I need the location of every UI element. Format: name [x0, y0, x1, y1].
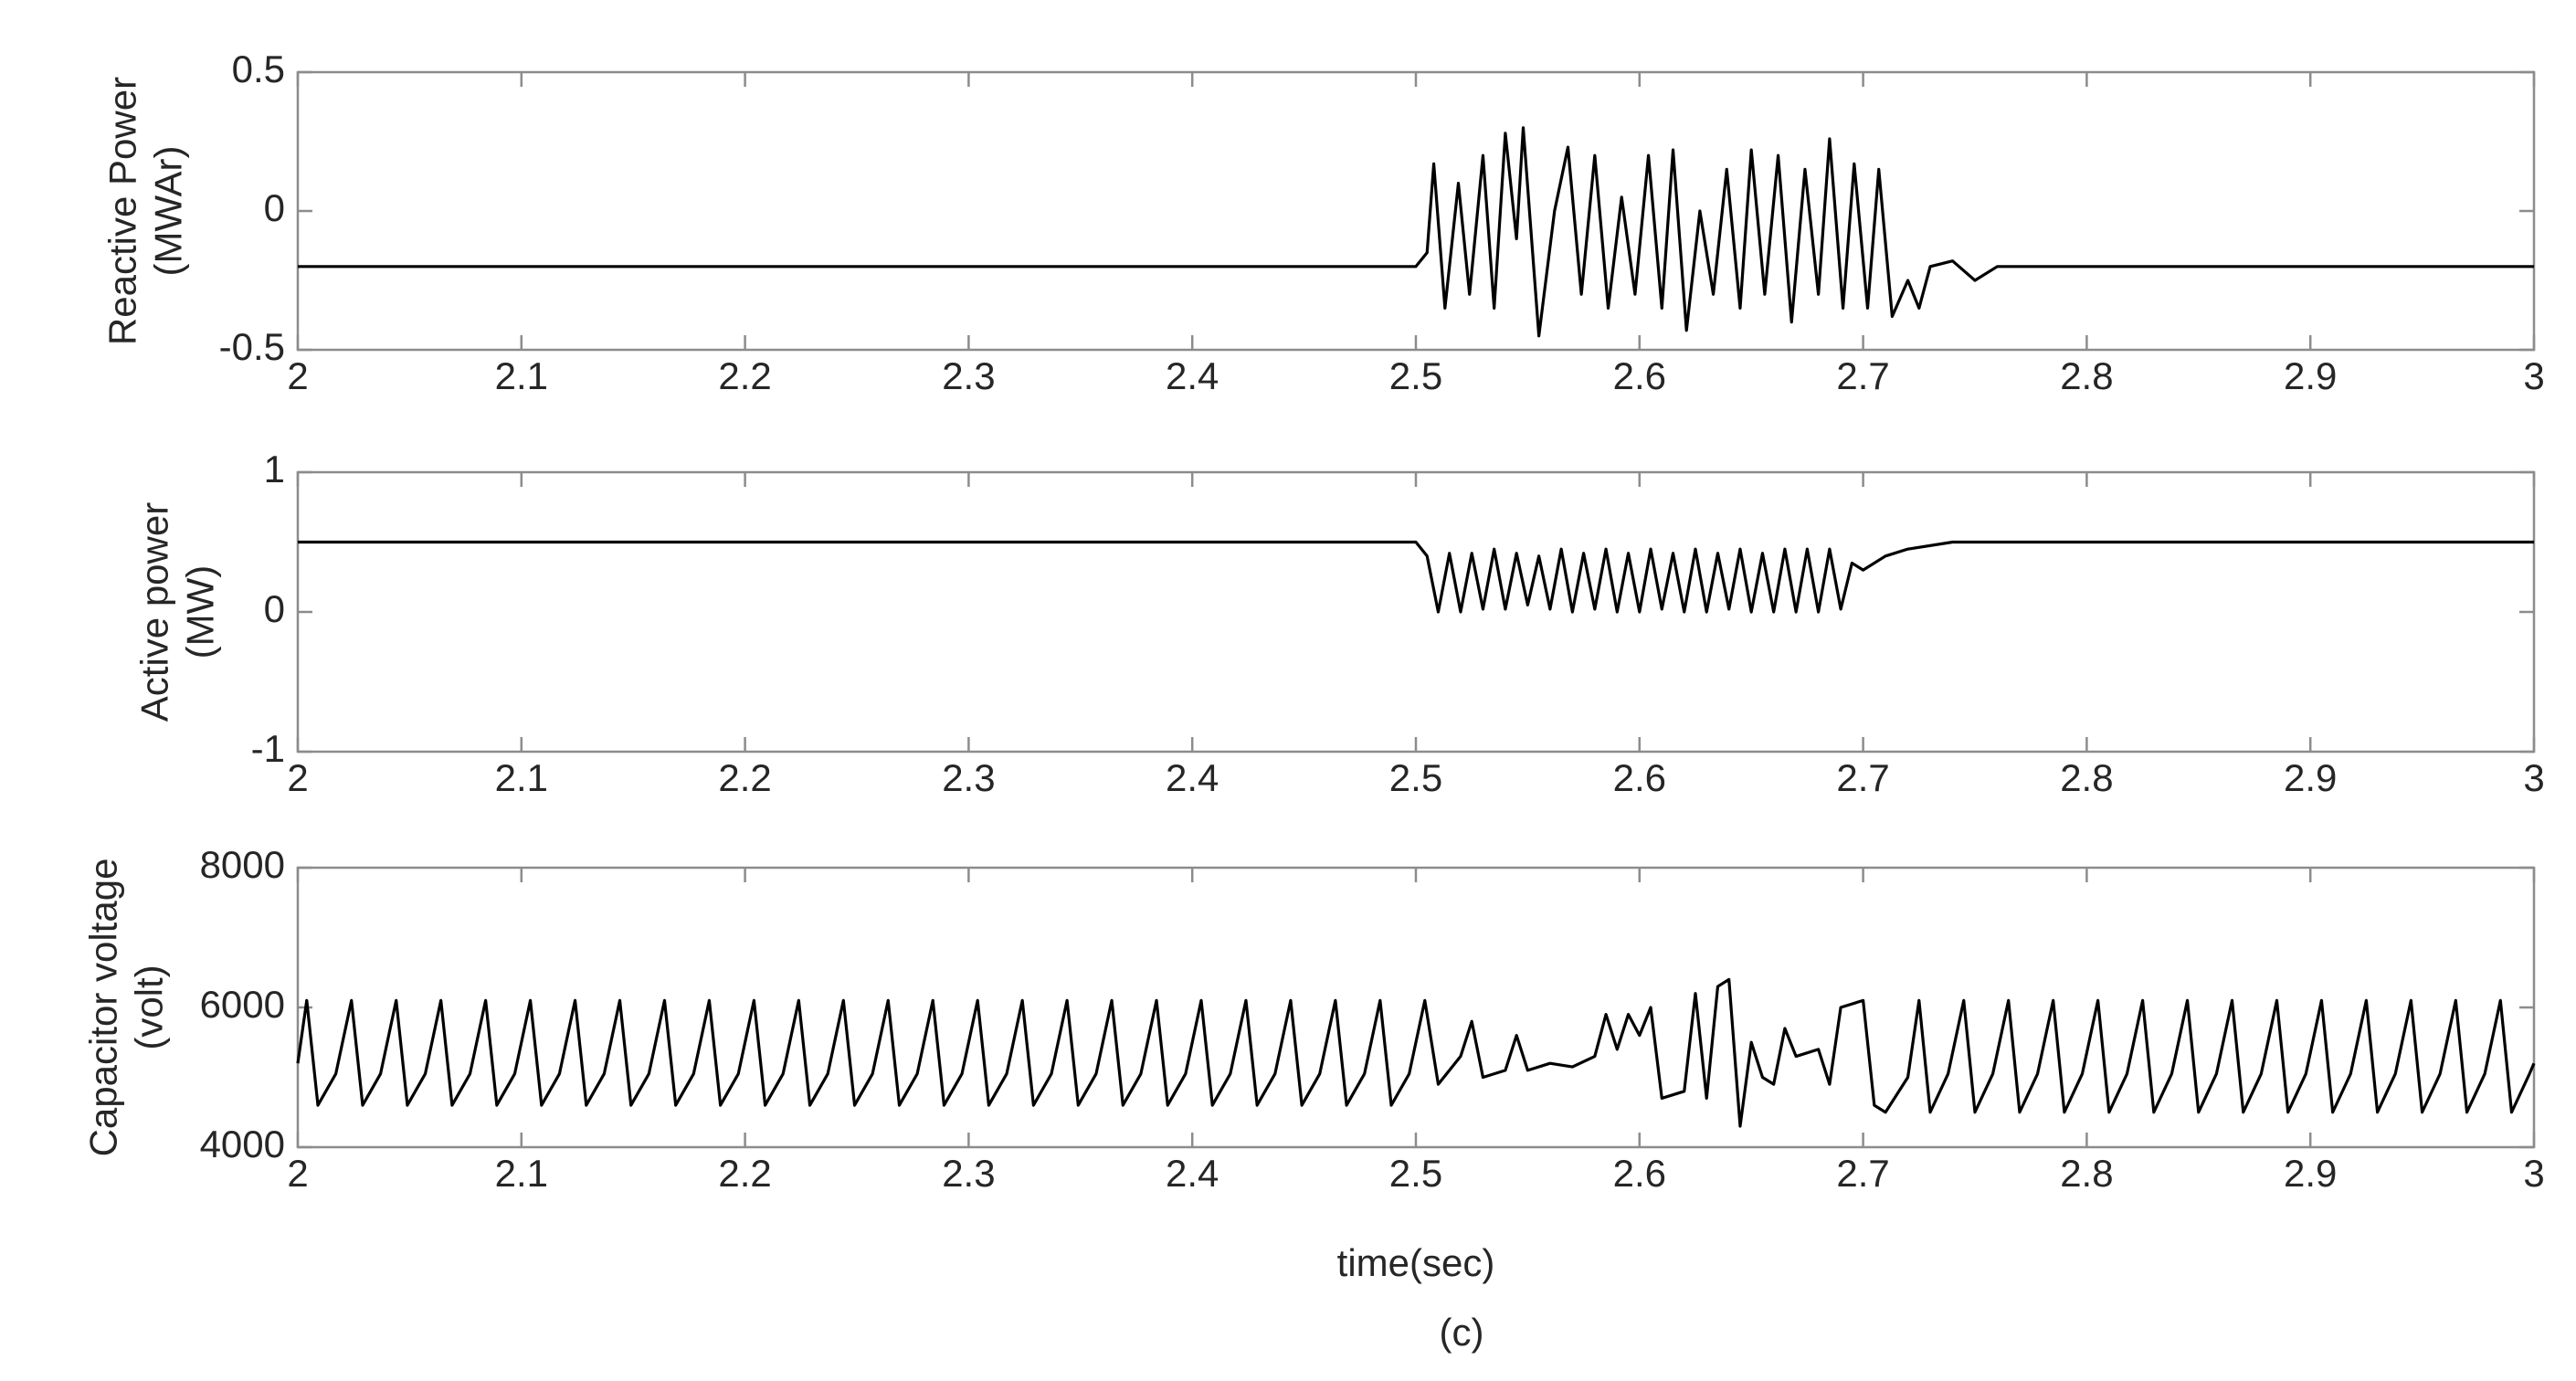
- x-tick-label: 2.1: [495, 354, 548, 397]
- x-tick-label: 2.2: [718, 354, 771, 397]
- x-tick-label: 2.6: [1613, 756, 1666, 799]
- x-tick-label: 2.9: [2284, 1152, 2337, 1195]
- x-tick-label: 2.2: [718, 1152, 771, 1195]
- plot-frame: [296, 470, 2536, 754]
- x-tick-label: 2.1: [495, 756, 548, 799]
- x-tick-label: 2.7: [1836, 756, 1889, 799]
- x-tick-label: 2.8: [2060, 1152, 2113, 1195]
- x-tick-label: 2.8: [2060, 354, 2113, 397]
- x-tick-label: 2.6: [1613, 354, 1666, 397]
- x-tick-label: 3: [2523, 354, 2544, 397]
- x-tick-label: 2.5: [1389, 1152, 1442, 1195]
- x-tick-label: 2.3: [942, 354, 995, 397]
- x-axis-label: time(sec): [1337, 1241, 1495, 1284]
- x-tick-label: 2: [287, 1152, 308, 1195]
- x-tick-label: 3: [2523, 756, 2544, 799]
- x-tick-label: 2.4: [1166, 1152, 1219, 1195]
- x-tick-label: 2.9: [2284, 354, 2337, 397]
- data-line: [298, 540, 2534, 614]
- y-tick-label: -0.5: [219, 325, 285, 368]
- x-tick-label: 2.3: [942, 756, 995, 799]
- x-tick-label: 2.4: [1166, 354, 1219, 397]
- y-axis-label: (volt): [128, 965, 171, 1049]
- x-tick-label: 2.1: [495, 1152, 548, 1195]
- x-tick-label: 2.9: [2284, 756, 2337, 799]
- data-line: [298, 126, 2534, 338]
- x-tick-label: 2.7: [1836, 1152, 1889, 1195]
- y-axis-label: (MW): [179, 565, 222, 659]
- x-tick-label: 2.5: [1389, 756, 1442, 799]
- y-tick-label: 0.5: [232, 47, 285, 90]
- y-tick-label: 8000: [200, 843, 285, 886]
- x-tick-label: 2.7: [1836, 354, 1889, 397]
- data-line: [296, 977, 2536, 1128]
- y-tick-label: 0: [264, 587, 285, 630]
- x-tick-label: 2.3: [942, 1152, 995, 1195]
- y-tick-label: 4000: [200, 1123, 285, 1165]
- x-tick-label: 2.2: [718, 756, 771, 799]
- y-tick-label: 6000: [200, 983, 285, 1026]
- x-tick-label: 2: [287, 756, 308, 799]
- plot-frame: [296, 70, 2536, 352]
- x-tick-label: 2.5: [1389, 354, 1442, 397]
- x-tick-label: 3: [2523, 1152, 2544, 1195]
- y-tick-label: -1: [251, 727, 285, 770]
- x-tick-label: 2: [287, 354, 308, 397]
- caption: (c): [1440, 1311, 1484, 1354]
- y-tick-label: 1: [264, 448, 285, 490]
- y-tick-label: 0: [264, 186, 285, 229]
- y-axis-label: Active power: [133, 502, 176, 722]
- x-tick-label: 2.8: [2060, 756, 2113, 799]
- x-tick-label: 2.4: [1166, 756, 1219, 799]
- y-axis-label: Reactive Power: [101, 77, 144, 345]
- y-axis-label: (MWAr): [147, 145, 190, 276]
- x-tick-label: 2.6: [1613, 1152, 1666, 1195]
- y-axis-label: Capacitor voltage: [82, 859, 125, 1157]
